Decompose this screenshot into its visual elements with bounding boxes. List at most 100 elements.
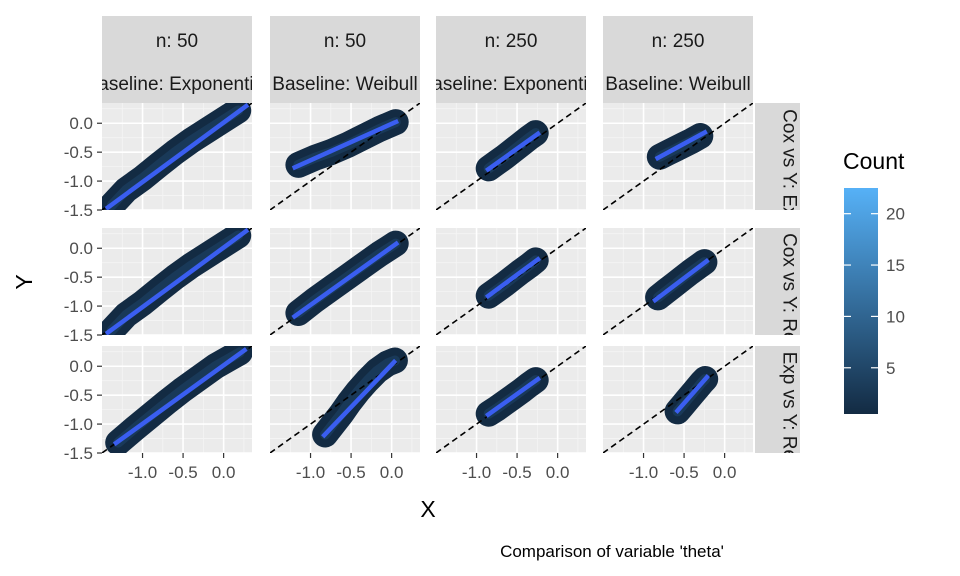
facet-panel [102, 228, 252, 336]
strip-label-comparison: X: Cox vs Y: Exp [779, 86, 800, 227]
x-tick-label: -1.0 [128, 463, 157, 482]
x-tick-label: -1.0 [296, 463, 325, 482]
row-strip: X: Exp vs Y: Rep [755, 328, 800, 470]
facet-panel [436, 346, 586, 454]
strip-label-n: n: 250 [652, 31, 705, 52]
x-tick-label: -0.5 [336, 463, 365, 482]
y-tick-label: 0.0 [69, 357, 93, 376]
x-tick-label: -0.5 [502, 463, 531, 482]
facet-panel [270, 346, 420, 454]
facet-panel [436, 103, 586, 211]
facet-panel [102, 103, 252, 211]
strip-background [755, 103, 800, 210]
y-tick-label: -1.5 [64, 201, 93, 220]
y-tick-label: -1.5 [64, 326, 93, 345]
identity-reference-line [436, 103, 586, 210]
panel-data-layer [102, 228, 252, 335]
panel-data-layer [102, 103, 252, 210]
y-tick-label: 0.0 [69, 114, 93, 133]
x-tick-label: -0.5 [168, 463, 197, 482]
fitted-line [291, 240, 400, 320]
identity-reference-line [603, 346, 753, 453]
facet-panel [603, 346, 753, 454]
y-tick-label: -1.5 [64, 444, 93, 463]
strip-background [755, 346, 800, 453]
panel-data-layer [603, 228, 753, 335]
x-tick-label: 0.0 [212, 463, 236, 482]
fitted-line [104, 228, 250, 335]
y-tick-label: -1.0 [64, 172, 93, 191]
strip-label-baseline: Baseline: Exponential [86, 74, 269, 95]
strip-background [603, 62, 753, 103]
strip-label-n: n: 250 [485, 31, 538, 52]
y-tick-label: -0.5 [64, 143, 93, 162]
column-strip: n: 250 Baseline: Exponential [420, 16, 603, 103]
panel-data-layer [270, 346, 420, 453]
legend-tick-label: 15 [886, 256, 905, 275]
panel-data-layer [102, 346, 252, 453]
strip-background [102, 16, 252, 62]
strip-label-n: n: 50 [156, 31, 198, 52]
strip-label-comparison: X: Cox vs Y: Rep [779, 210, 800, 353]
strip-background [436, 16, 586, 62]
strip-background [603, 16, 753, 62]
column-strip: n: 250 Baseline: Weibull [603, 16, 753, 103]
facet-panel [102, 346, 252, 454]
panel-data-layer [603, 346, 753, 453]
y-tick-label: 0.0 [69, 239, 93, 258]
density-core [106, 230, 244, 335]
legend-tick-label: 20 [886, 205, 905, 224]
panel-data-layer [436, 346, 586, 453]
fitted-line [484, 375, 542, 418]
y-tick-label: -1.0 [64, 297, 93, 316]
panel-data-layer [270, 103, 420, 210]
x-tick-label: 0.0 [380, 463, 404, 482]
y-tick-label: -0.5 [64, 268, 93, 287]
panel-data-layer [436, 103, 586, 210]
strip-background [436, 62, 586, 103]
y-axis-title: Y [11, 274, 37, 289]
fitted-line [484, 130, 542, 173]
strip-label-baseline: Baseline: Weibull [272, 74, 417, 95]
fitted-line [654, 129, 708, 162]
facet-panel [603, 228, 753, 336]
legend: Count 5 10 15 20 [843, 148, 905, 414]
column-strip: n: 50 Baseline: Exponential [86, 16, 269, 103]
row-strip: X: Cox vs Y: Rep [755, 210, 800, 353]
x-tick-label: -0.5 [669, 463, 698, 482]
strip-label-baseline: Baseline: Exponential [420, 74, 603, 95]
x-axis-title: X [420, 496, 435, 522]
axes-layer: 0.0 -0.5 -1.0 -1.5 0.0 -0.5 -1.0 -1.5 0.0 -0.5 -1.… [64, 114, 737, 482]
strip-label-comparison: X: Exp vs Y: Rep [779, 328, 800, 470]
panel-data-layer [270, 228, 420, 335]
x-tick-label: -1.0 [629, 463, 658, 482]
strip-label-baseline: Baseline: Weibull [605, 74, 750, 95]
fitted-line [321, 358, 398, 439]
strip-background [270, 62, 420, 103]
y-tick-label: -0.5 [64, 386, 93, 405]
fitted-line [651, 258, 710, 304]
panel-data-layer [603, 103, 753, 210]
legend-ticks: 5 10 15 20 [844, 205, 905, 378]
x-tick-label: 0.0 [546, 463, 570, 482]
facet-panel [436, 228, 586, 336]
legend-title: Count [843, 148, 905, 174]
strip-background [755, 228, 800, 335]
facet-panel [603, 103, 753, 211]
panel-data-layer [436, 228, 586, 335]
x-tick-label: 0.0 [713, 463, 737, 482]
legend-tick-label: 10 [886, 307, 905, 326]
fitted-line [112, 347, 248, 447]
fitted-line [484, 256, 542, 300]
column-strip: n: 50 Baseline: Weibull [270, 16, 420, 103]
fitted-line [674, 374, 711, 414]
y-tick-label: -1.0 [64, 415, 93, 434]
fitted-line [104, 103, 250, 210]
strips-layer: n: 50 Baseline: Exponential n: 50 Baseline:… [86, 16, 800, 470]
identity-reference-line [603, 103, 753, 210]
x-tick-label: -1.0 [462, 463, 491, 482]
strip-background [270, 16, 420, 62]
fitted-line [291, 118, 400, 171]
strip-background [102, 62, 252, 103]
